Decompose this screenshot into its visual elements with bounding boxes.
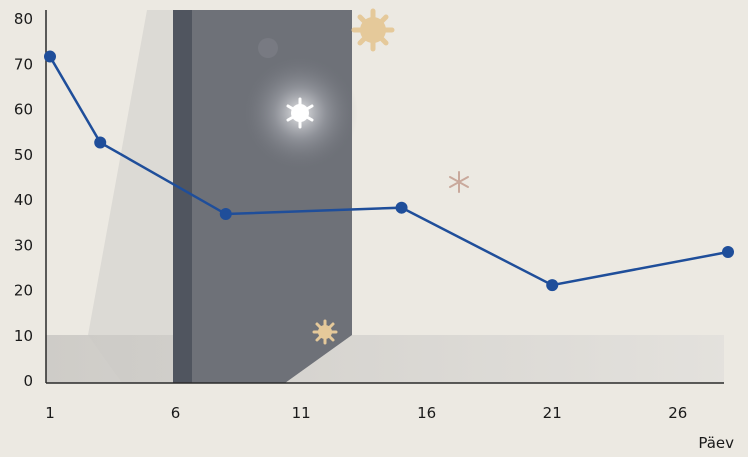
data-point [395, 201, 408, 214]
light-wedge [88, 10, 175, 383]
background-decoration [46, 8, 724, 383]
axes [45, 10, 724, 384]
y-tick-label: 10 [14, 327, 33, 345]
snowflake-icon [286, 97, 314, 129]
data-point [94, 136, 107, 149]
faint-flake-icon [258, 38, 278, 58]
y-tick-label: 20 [14, 282, 33, 300]
y-tick-label: 0 [23, 372, 33, 390]
x-tick-label: 21 [543, 404, 562, 422]
x-tick-label: 1 [45, 404, 55, 422]
y-tick-labels: 0 10 20 30 40 50 60 70 80 [14, 10, 33, 390]
x-tick-label: 16 [417, 404, 436, 422]
dark-band-edge [173, 10, 192, 383]
x-tick-label: 11 [292, 404, 311, 422]
data-point [722, 246, 734, 259]
y-tick-label: 40 [14, 191, 33, 209]
dot-flake-icon [449, 171, 469, 193]
y-tick-label: 30 [14, 236, 33, 254]
x-tick-label: 6 [171, 404, 181, 422]
y-tick-label: 60 [14, 101, 33, 119]
y-tick-label: 70 [14, 55, 33, 73]
x-axis-label: Päev [698, 434, 734, 452]
series-line-group [44, 50, 734, 292]
data-point [44, 50, 56, 63]
small-gear-icon [312, 319, 338, 345]
x-tick-labels: 1 6 11 16 21 26 [45, 404, 687, 422]
floor-band [46, 335, 724, 383]
gear-icon [351, 8, 395, 52]
x-tick-label: 26 [668, 404, 687, 422]
y-tick-label: 50 [14, 146, 33, 164]
data-point [546, 279, 559, 292]
data-point [219, 208, 232, 221]
series-line [48, 55, 729, 287]
y-tick-label: 80 [14, 10, 33, 28]
